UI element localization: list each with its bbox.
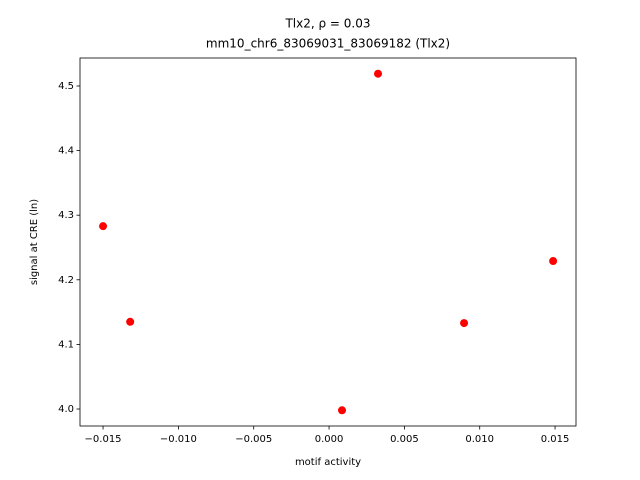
y-tick-label: 4.2 xyxy=(58,275,74,286)
x-tick-label: −0.005 xyxy=(235,434,272,445)
x-tick-label: 0.010 xyxy=(465,434,494,445)
x-tick-label: −0.015 xyxy=(85,434,122,445)
y-tick-label: 4.1 xyxy=(58,339,74,350)
y-tick-label: 4.5 xyxy=(58,81,74,92)
point xyxy=(99,222,108,231)
chart-title: Tlx2, ρ = 0.03 xyxy=(284,17,370,31)
y-axis-label: signal at CRE (ln) xyxy=(29,199,40,285)
plot-frame xyxy=(79,57,577,427)
x-axis-label: motif activity xyxy=(295,457,361,468)
x-tick-label: −0.010 xyxy=(160,434,197,445)
point xyxy=(460,319,469,328)
point xyxy=(338,406,347,415)
x-tick-label: 0.005 xyxy=(390,434,419,445)
point xyxy=(549,257,558,266)
y-tick-label: 4.3 xyxy=(58,210,74,221)
point xyxy=(374,69,383,78)
x-tick-label: 0.000 xyxy=(315,434,344,445)
point xyxy=(126,317,135,326)
y-tick-label: 4.0 xyxy=(58,404,74,415)
x-tick-label: 0.015 xyxy=(541,434,570,445)
chart-subtitle: mm10_chr6_83069031_83069182 (Tlx2) xyxy=(206,37,450,51)
y-tick-label: 4.4 xyxy=(58,146,74,157)
